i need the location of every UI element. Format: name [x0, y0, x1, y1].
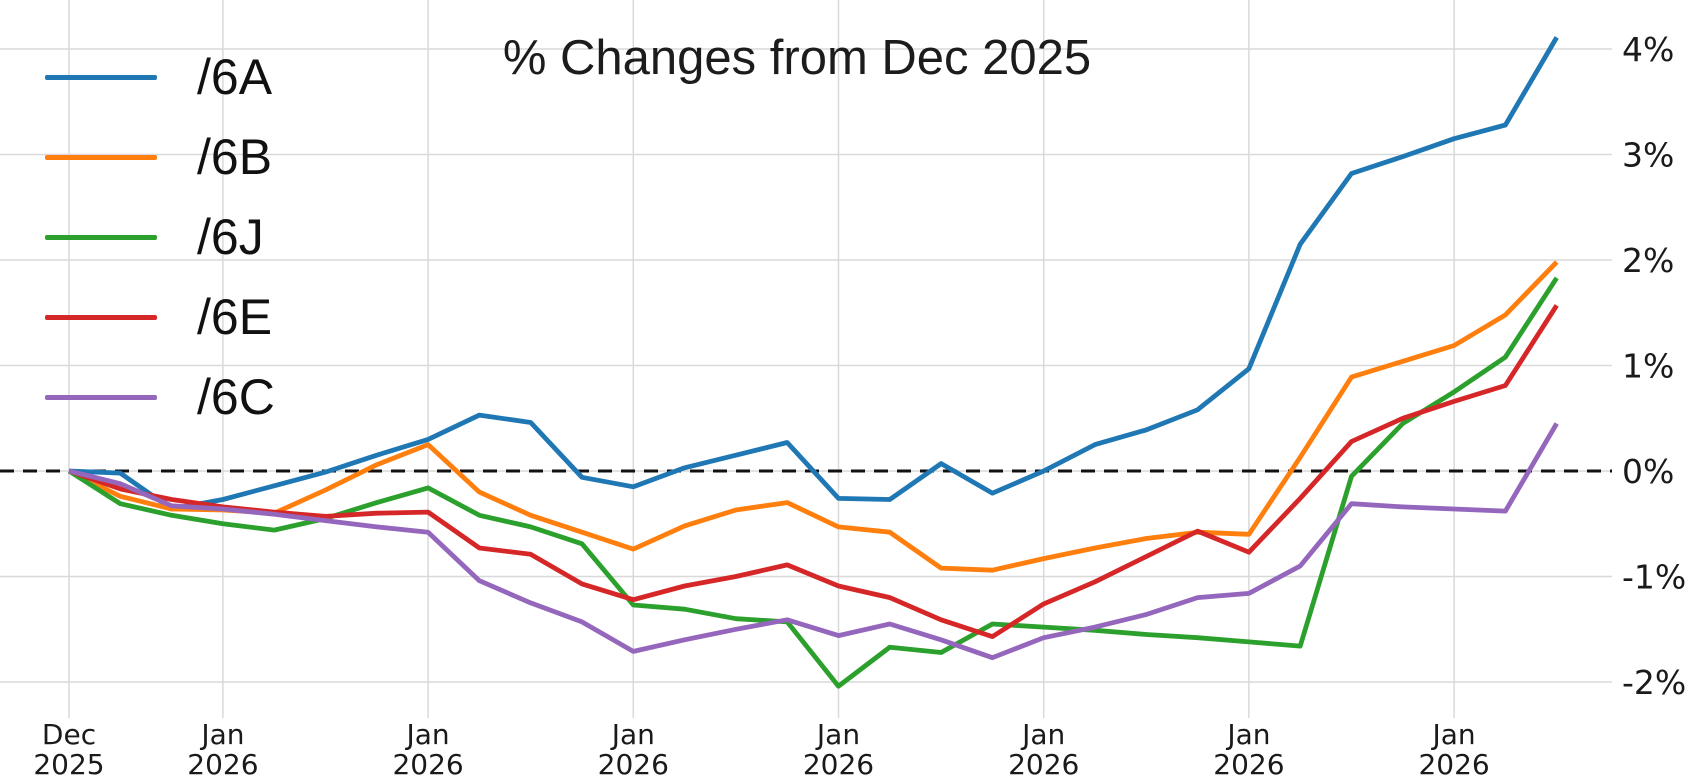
y-tick-label: 4%: [1622, 30, 1674, 69]
x-tick-label-month: Jan: [405, 718, 450, 751]
legend-label: /6B: [197, 129, 273, 185]
x-tick-label-month: Jan: [199, 718, 244, 751]
y-tick-label: 1%: [1622, 347, 1674, 386]
x-tick-label-month: Jan: [815, 718, 860, 751]
x-tick-label-month: Dec: [42, 718, 96, 751]
legend-item-6e: /6E: [45, 277, 275, 357]
series-line-6c: [68, 422, 1559, 661]
y-tick-label: -1%: [1622, 558, 1686, 597]
legend-item-6c: /6C: [45, 357, 275, 437]
legend-line-swatch: [45, 394, 157, 400]
legend-line-swatch: [45, 74, 157, 80]
y-tick-label: -2%: [1622, 663, 1686, 702]
x-tick-label-year: 2026: [392, 748, 463, 781]
legend-item-6a: /6A: [45, 37, 275, 117]
chart-title: % Changes from Dec 2025: [502, 31, 1092, 85]
legend-label: /6J: [197, 209, 264, 265]
y-tick-label: 0%: [1622, 452, 1674, 491]
x-tick-label-year: 2026: [1213, 748, 1284, 781]
series-line-6a: [68, 36, 1559, 512]
x-tick-label-year: 2026: [598, 748, 669, 781]
legend-label: /6E: [197, 289, 273, 345]
y-tick-label: 3%: [1622, 136, 1674, 175]
y-tick-label: 2%: [1622, 241, 1674, 280]
legend-label: /6C: [197, 369, 275, 425]
legend-label: /6A: [197, 49, 273, 105]
x-tick-label-month: Jan: [610, 718, 655, 751]
series-line-6b: [67, 260, 1559, 573]
x-tick-label-year: 2026: [1418, 748, 1489, 781]
legend-line-swatch: [45, 154, 157, 160]
x-tick-label-year: 2025: [33, 748, 104, 781]
legend-line-swatch: [45, 314, 157, 320]
legend-item-6j: /6J: [45, 197, 275, 277]
legend-item-6b: /6B: [45, 117, 275, 197]
x-tick-label-month: Jan: [1020, 718, 1065, 751]
legend-line-swatch: [45, 234, 157, 240]
x-tick-label-month: Jan: [1431, 718, 1476, 751]
legend: /6A /6B /6J /6E /6C: [45, 37, 275, 437]
x-tick-label-year: 2026: [803, 748, 874, 781]
x-tick-label-year: 2026: [187, 748, 258, 781]
x-tick-label-year: 2026: [1008, 748, 1079, 781]
x-tick-label-month: Jan: [1225, 718, 1270, 751]
series-line-6e: [68, 304, 1559, 639]
